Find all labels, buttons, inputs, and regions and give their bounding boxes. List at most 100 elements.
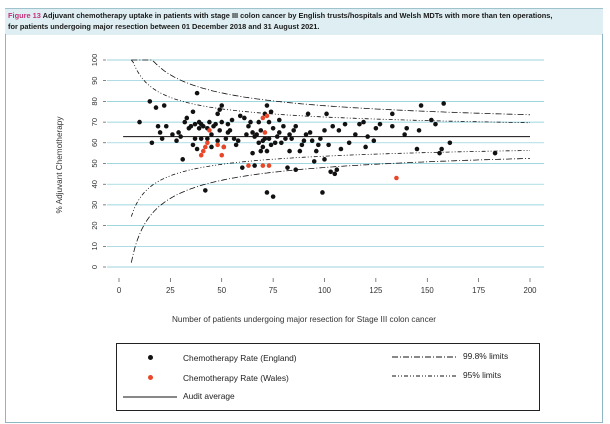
england-point-38 [215, 111, 220, 117]
england-point-107 [322, 128, 327, 133]
england-point-108 [324, 111, 329, 117]
england-point-106 [322, 157, 327, 162]
england-point-127 [390, 111, 395, 117]
england-point-9 [170, 132, 175, 137]
legend-wales-marker [148, 375, 153, 380]
england-point-12 [178, 134, 183, 139]
wales-point-11 [262, 130, 268, 135]
england-point-109 [326, 142, 331, 148]
england-point-99 [307, 130, 313, 135]
england-point-97 [303, 132, 309, 137]
england-point-30 [205, 136, 210, 141]
england-point-29 [203, 188, 208, 193]
wales-point-5 [215, 142, 220, 148]
england-point-105 [320, 190, 325, 195]
england-point-82 [276, 130, 282, 135]
england-point-116 [342, 121, 348, 127]
england-point-37 [215, 138, 220, 144]
x-axis-title: Number of patients undergoing major rese… [172, 315, 436, 324]
england-point-53 [240, 165, 245, 170]
england-point-119 [357, 121, 362, 127]
x-tick-label-125: 125 [369, 286, 383, 295]
england-point-59 [250, 130, 255, 135]
england-point-98 [305, 111, 311, 117]
england-point-83 [276, 117, 282, 123]
top-strip: a-a-a-a-a-a-a-a-a-a-a-a-a-a-a-a-a-a-a-a-… [0, 0, 610, 5]
england-point-0 [137, 119, 142, 125]
england-point-118 [353, 132, 358, 137]
legend-england-label: Chemotherapy Rate (England) [183, 353, 297, 363]
england-point-139 [492, 150, 498, 156]
england-point-54 [242, 115, 247, 121]
england-point-7 [161, 103, 167, 108]
england-point-89 [287, 132, 292, 137]
england-point-17 [188, 123, 194, 129]
england-point-44 [223, 136, 229, 141]
england-point-55 [244, 132, 249, 137]
legend-audit-line [123, 396, 177, 398]
england-point-76 [268, 142, 274, 148]
england-point-69 [262, 136, 268, 141]
figure-frame [5, 34, 603, 423]
england-point-71 [264, 190, 270, 195]
wales-point-9 [260, 163, 266, 168]
england-point-56 [246, 123, 251, 129]
y-tick-label-100: 100 [90, 54, 99, 67]
wales-point-2 [203, 144, 208, 150]
england-point-121 [363, 144, 368, 150]
england-point-78 [270, 194, 276, 199]
england-point-48 [229, 117, 235, 123]
england-point-136 [439, 146, 444, 152]
y-tick-label-0: 0 [90, 265, 99, 269]
england-point-20 [192, 136, 198, 141]
figure-title: Figure 13 Adjuvant chemotherapy uptake i… [8, 11, 552, 32]
wales-point-7 [221, 144, 227, 150]
england-point-111 [330, 123, 336, 129]
england-point-39 [217, 128, 222, 133]
england-point-86 [283, 136, 288, 141]
england-point-117 [346, 140, 352, 146]
x-tick-label-50: 50 [217, 286, 226, 295]
england-point-138 [447, 140, 453, 146]
x-tick-label-75: 75 [269, 286, 278, 295]
legend-998-line [392, 356, 456, 358]
england-point-137 [441, 101, 446, 106]
england-point-33 [209, 144, 214, 150]
top-strip-text: a-a-a-a-a-a-a-a-a-a-a-a-a-a-a-a-a-a-a-a-… [6, 0, 481, 2]
england-point-122 [365, 134, 370, 139]
england-point-64 [256, 119, 262, 125]
england-point-36 [213, 121, 218, 127]
england-point-26 [198, 136, 204, 141]
england-point-128 [402, 132, 407, 137]
england-point-18 [190, 142, 196, 148]
england-point-112 [332, 171, 338, 177]
england-point-131 [416, 128, 422, 133]
figure-title-line2: for patients undergoing major resection … [8, 21, 320, 31]
england-point-60 [252, 163, 257, 168]
england-point-130 [414, 146, 420, 152]
england-point-79 [270, 126, 276, 131]
england-point-95 [299, 142, 305, 148]
x-tick-label-200: 200 [523, 286, 537, 295]
england-point-87 [285, 165, 290, 170]
england-point-15 [184, 115, 190, 121]
england-point-120 [361, 119, 366, 125]
y-tick-label-30: 30 [90, 201, 99, 209]
chart-legend: Chemotherapy Rate (England) Chemotherapy… [116, 343, 540, 411]
england-point-100 [309, 138, 315, 144]
wales-point-0 [198, 152, 204, 158]
england-point-96 [301, 138, 307, 144]
x-tick-label-100: 100 [318, 286, 332, 295]
england-point-73 [264, 103, 270, 108]
england-point-8 [163, 123, 169, 129]
england-point-23 [194, 90, 200, 96]
england-point-66 [258, 128, 264, 133]
england-point-125 [377, 121, 383, 127]
wales-point-12 [264, 113, 270, 119]
england-point-93 [293, 123, 299, 129]
wales-point-1 [200, 148, 206, 154]
england-point-1 [147, 99, 153, 104]
y-tick-label-50: 50 [90, 159, 99, 167]
legend-998-label: 99.8% limits [463, 351, 509, 361]
england-point-88 [287, 148, 292, 154]
